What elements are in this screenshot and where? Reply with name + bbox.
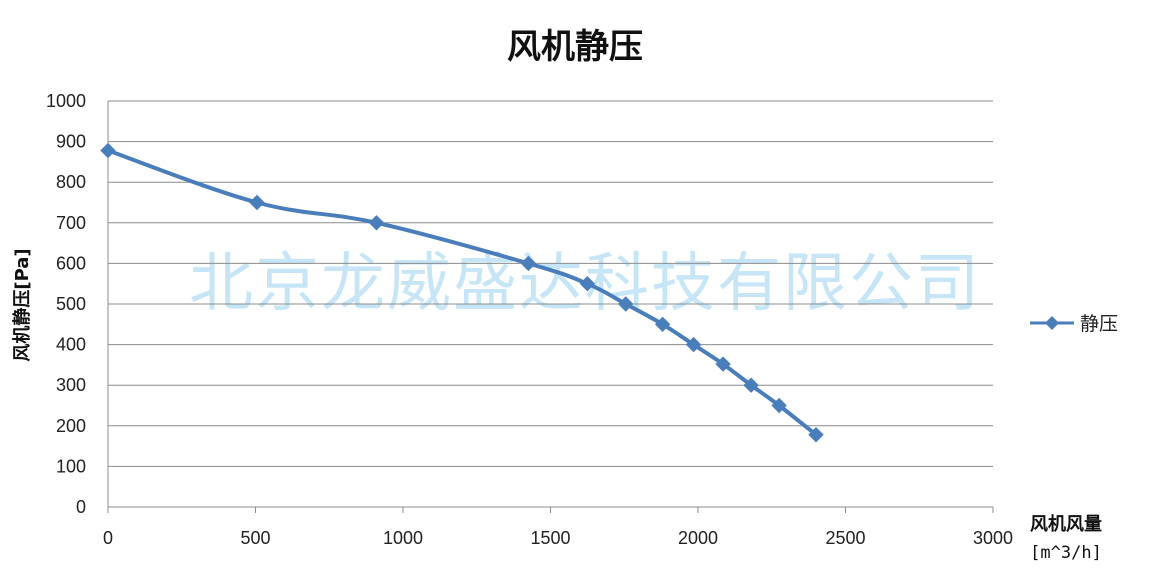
y-tick-label: 400 (56, 335, 86, 355)
data-point-marker (520, 255, 537, 272)
legend-marker (1045, 316, 1059, 330)
data-point-marker (654, 316, 671, 333)
y-tick-label: 600 (56, 253, 86, 273)
y-tick-label: 300 (56, 375, 86, 395)
data-point-marker (715, 356, 731, 372)
data-point-marker (618, 296, 634, 312)
y-axis-title: 风机静压[Pa] (11, 248, 33, 361)
data-point-marker (100, 142, 116, 159)
y-tick-label: 0 (76, 497, 86, 517)
x-tick-label: 2500 (825, 528, 865, 548)
data-point-marker (771, 397, 787, 414)
y-axis-ticks: 0 100 200 300 400 500 600 700 800 900 1000 (46, 91, 86, 517)
y-tick-label: 200 (56, 416, 86, 436)
data-point-marker (249, 194, 265, 211)
y-tick-label: 700 (56, 213, 86, 233)
x-tick-label: 3000 (973, 528, 1013, 548)
x-tick-label: 1500 (530, 528, 570, 548)
x-tick-label: 1000 (383, 528, 423, 548)
x-tick-label: 2000 (678, 528, 718, 548)
y-tick-label: 800 (56, 172, 86, 192)
data-point-marker (808, 427, 824, 443)
x-tick-label: 0 (103, 528, 113, 548)
y-tick-label: 500 (56, 294, 86, 314)
data-point-marker (579, 275, 596, 292)
x-axis-ticks: 0 500 1000 1500 2000 2500 3000 (103, 507, 1013, 548)
legend: 静压 (1030, 313, 1118, 335)
y-tick-label: 1000 (46, 91, 86, 111)
series-static-pressure (100, 142, 824, 443)
chart-title: 风机静压 (507, 27, 643, 67)
y-tick-label: 900 (56, 132, 86, 152)
x-tick-label: 500 (240, 528, 270, 548)
data-point-marker (368, 215, 385, 231)
y-tick-label: 100 (56, 456, 86, 476)
x-axis-title: 风机风量 (1030, 513, 1102, 535)
gridlines (107, 100, 993, 508)
legend-label: 静压 (1080, 313, 1118, 335)
data-point-marker (685, 336, 702, 353)
x-axis-unit: [m^3/h] (1030, 543, 1102, 563)
data-point-marker (743, 377, 759, 393)
